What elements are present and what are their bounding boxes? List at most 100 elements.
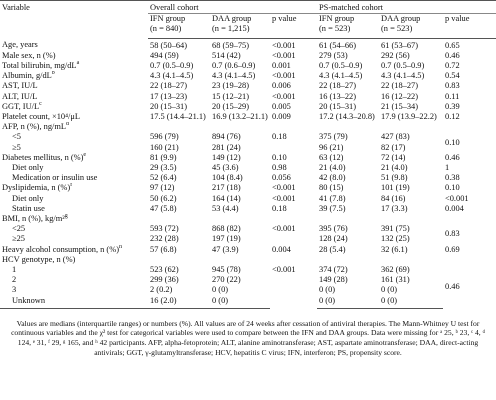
column-header: p value [443,13,496,39]
cell: 945 (78) [212,265,241,275]
label-text: Diabetes mellitus, n (%) [2,152,84,162]
table-row: Statin use 47 (5.8) 53 (4.4) 0.18 39 (7.5) 17… [0,204,496,214]
table-header: Variable Overall cohort PS-matched cohor… [0,0,496,39]
empty-cell [148,214,496,224]
cell: 20 (15–31) [150,101,187,111]
cell: 0.004 [272,244,291,254]
cell: 0 (0) [210,295,270,309]
row-label: <25 [0,224,148,234]
label-text: Unknown [12,295,46,305]
overall-header: Overall cohort [148,0,318,15]
cell: 494 (59) [150,50,179,60]
table-row: Male sex, n (%) 494 (59) 514 (42) <0.001 279… [0,51,496,61]
cell: 16.9 (13.2–21.1) [212,112,268,122]
cell: 0.7 (0.5–0.9) [150,61,194,71]
p-value: 0.10 [445,137,460,147]
label-text: Albumin, g/dL [2,71,52,81]
column-header: IFN group (n = 840) [148,13,210,39]
row-label: Diet only [0,163,148,173]
table-row: ≥25 232 (28) 197 (19) 128 (24) 132 (25) [0,234,496,244]
cell: 0.004 [445,203,464,213]
cell: 868 (82) [212,224,241,234]
footnote-mark: d [65,122,69,128]
cell: 0.38 [445,173,460,183]
cell: 0 (0) [379,295,444,309]
label-text: ALT, IU/L [2,91,38,101]
p-value: 0.18 [272,132,287,142]
cell: 164 (14) [212,193,241,203]
label-text: Statin use [12,203,45,213]
cell: 84 (16) [381,193,406,203]
column-name: IFN group [150,14,186,24]
cell: 128 (24) [319,234,348,244]
cell: 0.001 [272,61,291,71]
cell: 0.83 [445,81,460,91]
row-label: 2 [0,275,148,285]
row-label: Unknown [0,295,148,309]
label-text: AST, IU/L [2,81,38,91]
cell: 0.65 [445,40,460,50]
cell: 58 (50–64) [150,40,187,50]
cell: 0.11 [445,91,460,101]
row-label: AFP, n (%), ng/mLd [0,122,148,132]
cell: <0.001 [272,40,296,50]
cell: 0.69 [445,244,460,254]
cell: 0.98 [272,163,287,173]
cell: 20 (15–31) [319,101,356,111]
cell: 0.056 [272,173,291,183]
cell: 16 (12–22) [381,91,418,101]
table-row: ALT, IU/L 17 (13–23) 15 (12–21) <0.001 16 (1… [0,92,496,102]
row-label: Heavy alcohol consumption, n (%)h [0,245,148,255]
cell: 0 (0) [212,285,229,295]
label-text: BMI, n (%), kg/m² [2,214,65,224]
table-row: <25 593 (72) 868 (82) <0.001 395 (76) 391 (75… [0,224,496,238]
cell: 2 (0.2) [150,285,173,295]
table-row: Unknown 16 (2.0) 0 (0) 0 (0) 0 (0) [0,295,496,309]
cell: <0.001 [445,193,469,203]
cell: 0.46 [445,152,460,162]
cell: 4.3 (4.1–4.5) [381,71,425,81]
data-table: Variable Overall cohort PS-matched cohor… [0,0,496,309]
row-label: ≥25 [0,234,148,244]
table-row: 1 523 (62) 945 (78) <0.001 374 (72) 362 (69) 0… [0,265,496,291]
label-text: Diet only [12,193,44,203]
cell: 0.10 [272,152,287,162]
cell: 61 (54–66) [319,40,356,50]
cell: 4.3 (4.1–4.5) [150,71,194,81]
table-row: AFP, n (%), ng/mLd [0,122,496,132]
row-label: BMI, n (%), kg/m²g [0,214,148,224]
table-row: Medication or insulin use 52 (6.4) 104 (8.… [0,173,496,183]
row-label: Albumin, g/dLb [0,71,148,81]
label-text: ≥25 [12,234,25,244]
cell: 0 (0) [317,295,380,309]
cell: 427 (83) [381,132,410,142]
column-name: DAA group [381,14,421,24]
cell: 894 (76) [212,132,241,142]
cell: 391 (75) [381,224,410,234]
cell: 0.18 [272,203,287,213]
label-text: Heavy alcohol consumption, n (%) [2,244,119,254]
label-text: HCV genotype, n (%) [2,254,76,264]
row-label: AST, IU/L [0,81,148,91]
cell: 395 (76) [319,224,348,234]
cell: 96 (21) [319,142,344,152]
column-header: IFN group (n = 523) [317,13,380,39]
cell: 149 (12) [212,152,241,162]
table-row: Heavy alcohol consumption, n (%)h 57 (6.8… [0,245,496,255]
table-body: Age, years 58 (50–64) 68 (59–75) <0.001 61 (… [0,38,496,309]
empty-cell [148,122,496,132]
p-value: <0.001 [272,265,296,275]
table-row: Albumin, g/dLb 4.3 (4.1–4.5) 4.3 (4.1–4.5)… [0,71,496,81]
cell: <0.001 [272,193,296,203]
table-row: HCV genotype, n (%) [0,255,496,265]
label-text: GGT, IU/L [2,101,40,111]
table-row: Age, years 58 (50–64) 68 (59–75) <0.001 61 (… [0,38,496,51]
cell: <0.001 [272,50,296,60]
cell: 17 (3.3) [381,203,408,213]
footnote-mark: a [76,61,80,67]
cell: 281 (24) [212,142,241,152]
cell: 270 (22) [212,275,241,285]
label-text: <5 [12,132,21,142]
cell: 593 (72) [150,224,179,234]
table-row: <5 596 (79) 894 (76) 0.18 375 (79) 427 (83) 0.… [0,132,496,146]
